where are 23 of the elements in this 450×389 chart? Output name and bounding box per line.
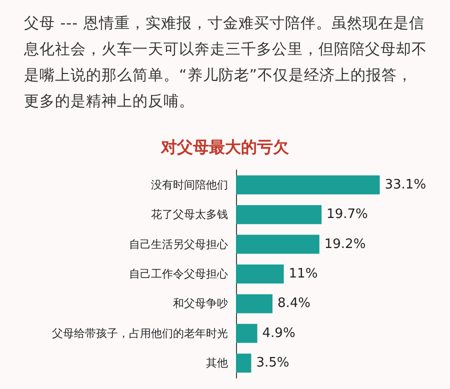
chart-title: 对父母最大的亏欠	[160, 138, 290, 156]
bar	[236, 294, 272, 314]
data-label: 19.2%	[324, 236, 366, 252]
data-label: 19.7%	[326, 207, 368, 222]
y-tick-label: 没有时间陪他们	[151, 178, 228, 192]
bar	[236, 175, 380, 194]
y-tick-label: 自己生活另父母担心	[129, 238, 228, 251]
data-label: 8.4%	[277, 296, 311, 312]
text: 父母 --- 恩情重，实难报，寸金难买寸陪伴。虽然现在是信息化社会，火车一天可以奔走三千多公里，但陪陪父母却不是嘴上说的那么简单。“养儿防老”不仅是经济上的报答，更多的是精神上的反哺。	[24, 13, 428, 112]
data-label: 3.5%	[256, 356, 290, 371]
data-label: 11%	[288, 266, 318, 282]
data-label: 4.9%	[262, 326, 296, 341]
y-tick-label: 自己工作令父母担心	[129, 268, 228, 280]
bar	[236, 264, 284, 284]
bar	[236, 354, 252, 373]
y-tick-label: 其他	[206, 356, 228, 370]
y-tick-label: 父母给带孩子，占用他们的老年时光	[52, 326, 228, 340]
data-label: 33.1%	[384, 177, 426, 192]
bar	[236, 234, 320, 254]
bar	[236, 324, 258, 343]
y-tick-label: 花了父母太多钱	[151, 208, 228, 222]
y-tick-label: 和父母争吵	[173, 297, 228, 310]
bar	[236, 205, 322, 224]
